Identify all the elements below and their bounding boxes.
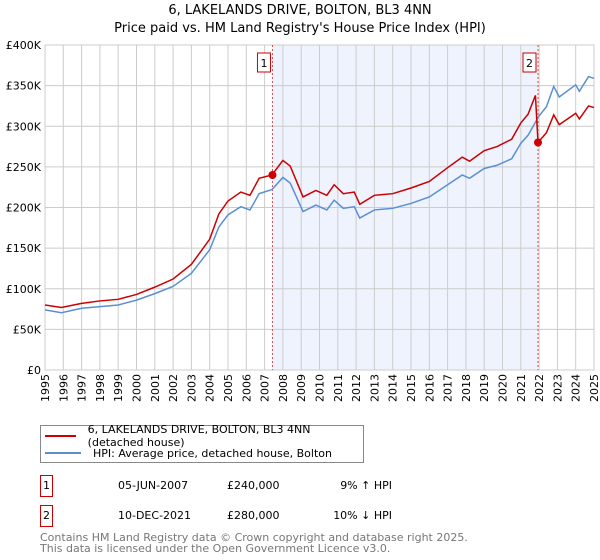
sale-hpi-diff: 9% ↑ HPI <box>340 479 392 492</box>
footer-copyright: Contains HM Land Registry data © Crown c… <box>40 531 468 544</box>
x-tick-label: 2005 <box>222 374 235 402</box>
sale-point-2 <box>534 138 543 147</box>
sale-row-1: 1 05-JUN-2007 £240,000 9% ↑ HPI <box>40 475 600 497</box>
y-tick-label: £200K <box>6 202 42 215</box>
legend-item-property: 6, LAKELANDS DRIVE, BOLTON, BL3 4NN (det… <box>41 423 363 449</box>
x-tick-label: 2001 <box>149 374 162 402</box>
x-tick-label: 2022 <box>533 374 546 402</box>
x-tick-label: 2011 <box>332 374 345 402</box>
sale-row-2: 2 10-DEC-2021 £280,000 10% ↓ HPI <box>40 505 600 527</box>
x-tick-label: 2020 <box>497 374 510 402</box>
x-tick-label: 2010 <box>314 374 327 402</box>
x-tick-label: 2018 <box>460 374 473 402</box>
x-tick-label: 2024 <box>570 374 583 402</box>
x-tick-label: 2003 <box>185 374 198 402</box>
series-line-property <box>44 95 595 309</box>
chart-title: 6, LAKELANDS DRIVE, BOLTON, BL3 4NN <box>168 3 432 18</box>
sale-label-2: 2 <box>526 57 533 70</box>
footer-licence: This data is licensed under the Open Gov… <box>40 542 391 555</box>
legend-item-hpi: HPI: Average price, detached house, Bolt… <box>41 445 332 461</box>
x-tick-label: 1996 <box>57 374 70 402</box>
x-tick-label: 2016 <box>423 374 436 402</box>
x-tick-label: 2013 <box>368 374 381 402</box>
sale-marker-badge: 1 <box>40 475 53 497</box>
sale-point-1 <box>268 171 277 179</box>
x-tick-label: 1998 <box>94 374 107 402</box>
x-tick-label: 2019 <box>478 374 491 402</box>
sale-price: £240,000 <box>227 479 280 492</box>
y-tick-label: £50K <box>13 323 42 336</box>
sale-price: £280,000 <box>227 509 280 522</box>
x-tick-label: 2004 <box>204 374 217 402</box>
x-tick-label: 2006 <box>240 374 253 402</box>
x-tick-label: 1995 <box>39 374 52 402</box>
y-tick-label: £0 <box>27 364 41 377</box>
legend-label: 6, LAKELANDS DRIVE, BOLTON, BL3 4NN (det… <box>87 423 311 449</box>
x-tick-label: 2002 <box>167 374 180 402</box>
price-chart: 1995 1996 1997 1998 1999 2000 2001 2002 2003 2004… <box>6 39 600 402</box>
x-tick-label: 2021 <box>515 374 528 402</box>
x-tick-label: 2017 <box>442 374 455 402</box>
x-tick-label: 1997 <box>76 374 89 402</box>
x-tick-label: 2008 <box>277 374 290 402</box>
sale-date: 05-JUN-2007 <box>118 479 189 492</box>
y-tick-label: £100K <box>6 283 42 296</box>
sale-label-box-1 <box>256 52 271 73</box>
x-tick-label: 2000 <box>131 374 144 402</box>
sale-label-box-2 <box>522 52 537 73</box>
legend: 6, LAKELANDS DRIVE, BOLTON, BL3 4NN (det… <box>40 423 364 463</box>
sale-date: 10-DEC-2021 <box>118 509 192 522</box>
y-tick-label: £250K <box>6 161 42 174</box>
sale-hpi-diff: 10% ↓ HPI <box>333 509 392 522</box>
y-tick-label: £350K <box>6 80 42 93</box>
y-tick-label: £300K <box>6 120 42 133</box>
x-tick-label: 2012 <box>350 374 363 402</box>
x-tick-label: 2009 <box>295 374 308 402</box>
legend-swatch-red <box>45 435 76 437</box>
x-tick-label: 2023 <box>551 374 564 402</box>
y-tick-label: £150K <box>6 242 42 255</box>
x-tick-label: 2015 <box>405 374 418 402</box>
x-tick-label: 1999 <box>112 374 125 402</box>
x-tick-label: 2007 <box>259 374 272 402</box>
x-tick-label: 2014 <box>387 374 400 402</box>
sale-label-1: 1 <box>260 57 267 70</box>
legend-label: HPI: Average price, detached house, Bolt… <box>93 446 332 460</box>
x-tick-label: 2025 <box>588 374 600 402</box>
legend-swatch-blue <box>45 452 81 454</box>
chart-subtitle: Price paid vs. HM Land Registry's House … <box>114 21 486 36</box>
sale-marker-badge: 2 <box>40 505 53 527</box>
plot-border <box>44 44 595 371</box>
y-tick-label: £400K <box>6 39 42 52</box>
